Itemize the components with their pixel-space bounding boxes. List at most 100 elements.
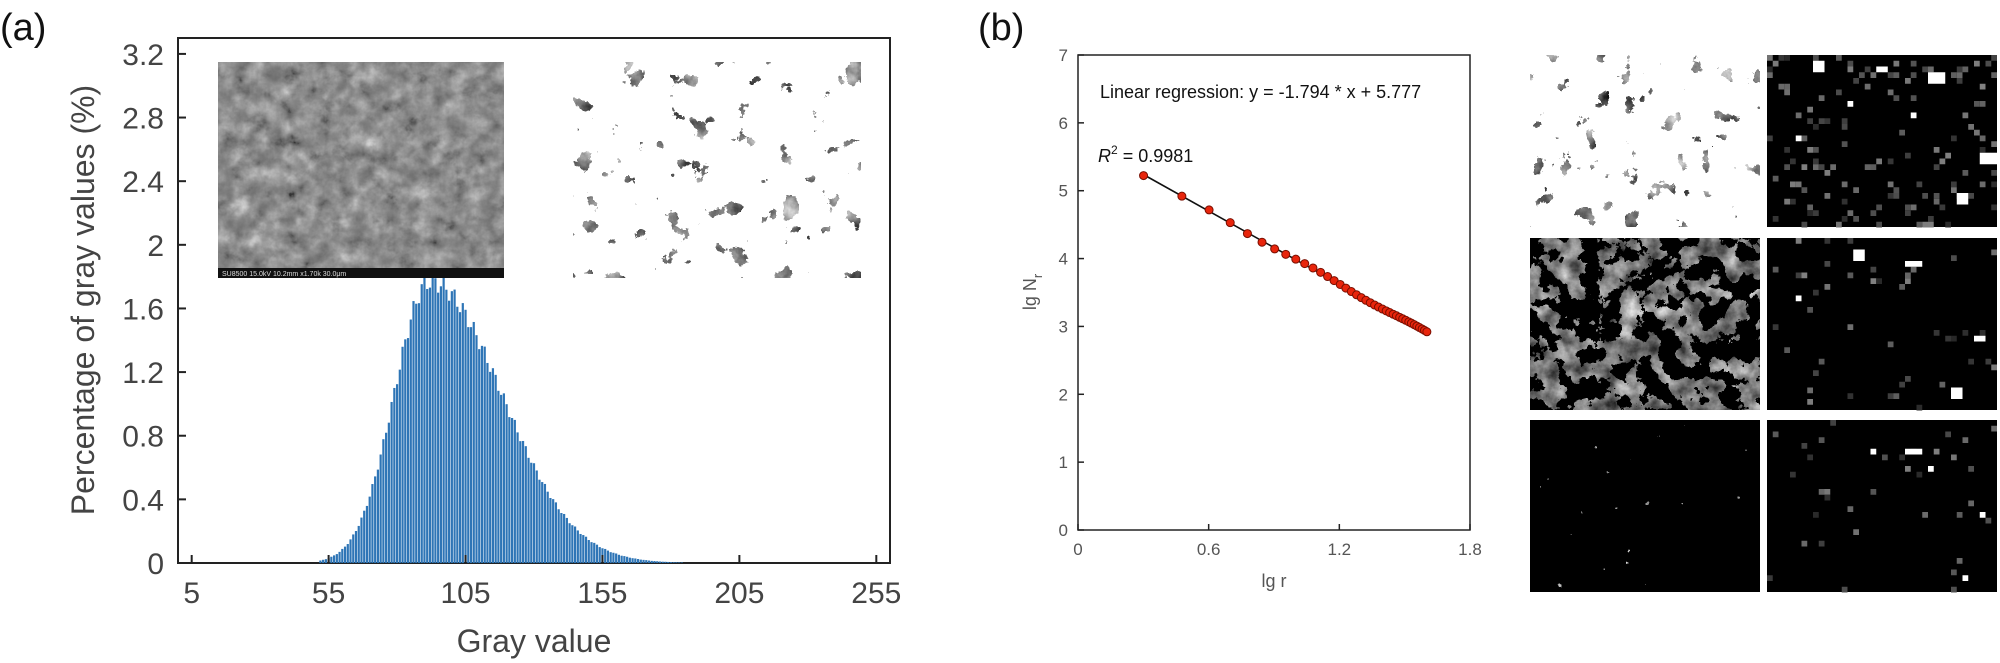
histogram-bar [527, 457, 530, 563]
histogram-bar [349, 539, 352, 563]
histogram-bar [376, 469, 380, 563]
histogram-bar [365, 505, 369, 563]
histogram-bar [478, 349, 481, 563]
box-counting-y-tick-label: 1 [1059, 453, 1068, 472]
histogram-bar [395, 384, 399, 563]
histogram-bar [374, 476, 377, 563]
histogram-bar [593, 542, 596, 563]
histogram-bar [645, 560, 648, 563]
histogram-bar [368, 496, 371, 563]
histogram-bar [382, 439, 385, 563]
histogram-bar [415, 303, 418, 563]
histogram-bar [538, 479, 541, 563]
box-counting-point [1270, 244, 1280, 254]
histogram-bar [401, 346, 404, 563]
histogram-bar [404, 339, 407, 563]
box-counting-point [1422, 327, 1432, 337]
histogram-bar [557, 509, 560, 563]
histogram-bar [620, 555, 623, 563]
histogram-bar [420, 284, 423, 563]
histogram-bar [604, 548, 607, 563]
box-counting-x-tick-label: 1.2 [1328, 540, 1352, 559]
box-counting-point [1139, 171, 1149, 181]
box-counting-y-tick-label: 2 [1059, 385, 1068, 404]
thumb-binary-1 [1530, 55, 1760, 227]
box-counting-x-tick-label: 0 [1073, 540, 1082, 559]
histogram-bar [563, 513, 566, 563]
histogram-x-tick-label: 105 [441, 577, 491, 610]
histogram-bar [571, 525, 574, 563]
histogram-bar [431, 273, 434, 563]
histogram-bar [426, 289, 429, 563]
histogram-bar [678, 562, 681, 563]
box-counting-point [1204, 205, 1214, 215]
binary-image-inset [573, 62, 861, 278]
histogram-bar [412, 301, 415, 563]
histogram-bar [346, 544, 349, 563]
histogram-bar [332, 555, 336, 563]
thumb-grid-2 [1767, 238, 1997, 411]
thumb-grid-1 [1767, 55, 1997, 228]
histogram-bar [434, 278, 437, 563]
box-counting-point [1291, 254, 1301, 264]
histogram-bar [513, 419, 516, 563]
histogram-bar [475, 335, 478, 563]
thumb-binary-2 [1530, 238, 1760, 410]
box-counting-point [1281, 249, 1291, 259]
thumb-grid-3 [1767, 420, 1997, 593]
histogram-bar [650, 560, 653, 563]
histogram-bar [568, 523, 571, 563]
histogram-bar [489, 371, 492, 563]
sem-image-caption: SU8500 15.0kV 10.2mm x1.70k 30.0μm [222, 271, 346, 278]
histogram-bar [453, 289, 456, 563]
histogram-bar [324, 559, 327, 563]
box-counting-y-ticks: 0 1 2 3 4 5 6 7 [1059, 46, 1084, 540]
box-counting-x-tick-label: 0.6 [1197, 540, 1221, 559]
box-counting-y-tick-label: 4 [1059, 250, 1068, 269]
sem-image-inset: SU8500 15.0kV 10.2mm x1.70k 30.0μm [218, 62, 504, 278]
histogram-bar [510, 418, 514, 563]
histogram-bar [461, 303, 464, 563]
histogram-bar [667, 561, 670, 563]
thumb-binary-3 [1530, 420, 1760, 592]
histogram-bar [464, 309, 467, 563]
histogram-y-tick-label: 2.8 [122, 103, 164, 136]
histogram-bar [409, 319, 412, 563]
histogram-bar [521, 440, 525, 563]
histogram-y-tick-label: 2.4 [122, 166, 164, 199]
histogram-bar [480, 345, 484, 563]
histogram-bar [319, 560, 322, 563]
thumbnail-grid [1530, 55, 1997, 593]
box-counting-y-tick-label: 6 [1059, 114, 1068, 133]
histogram-x-tick-label: 255 [851, 577, 901, 610]
histogram-bar [379, 454, 382, 563]
histogram-bar [486, 362, 489, 563]
histogram-bar [469, 327, 473, 563]
histogram-x-tick-label: 155 [577, 577, 627, 610]
histogram-bar [606, 550, 610, 563]
histogram-bar [554, 502, 558, 563]
histogram-bar [582, 535, 585, 563]
histogram-bar [615, 553, 618, 563]
histogram-bar [322, 559, 325, 563]
r-squared-text: R2 = 0.9981 [1098, 143, 1193, 166]
histogram-bar [587, 540, 590, 563]
histogram-bar [530, 462, 533, 563]
histogram-bar [543, 483, 547, 563]
box-counting-point [1257, 237, 1267, 247]
histogram-bar [541, 482, 544, 563]
histogram-bar [335, 554, 338, 563]
histogram-bar [448, 300, 451, 563]
histogram-bar [467, 327, 470, 563]
histogram-bar [423, 276, 426, 563]
histogram-bar [656, 561, 659, 563]
histogram-bar [428, 287, 432, 563]
histogram-bar [628, 557, 631, 563]
histogram-bar [612, 552, 615, 563]
histogram-y-tick-label: 0 [147, 548, 164, 581]
histogram-bar [352, 534, 355, 563]
histogram-bar [390, 401, 393, 563]
histogram-bar [456, 306, 459, 563]
box-counting-point [1323, 272, 1333, 282]
box-counting-point [1316, 267, 1326, 277]
